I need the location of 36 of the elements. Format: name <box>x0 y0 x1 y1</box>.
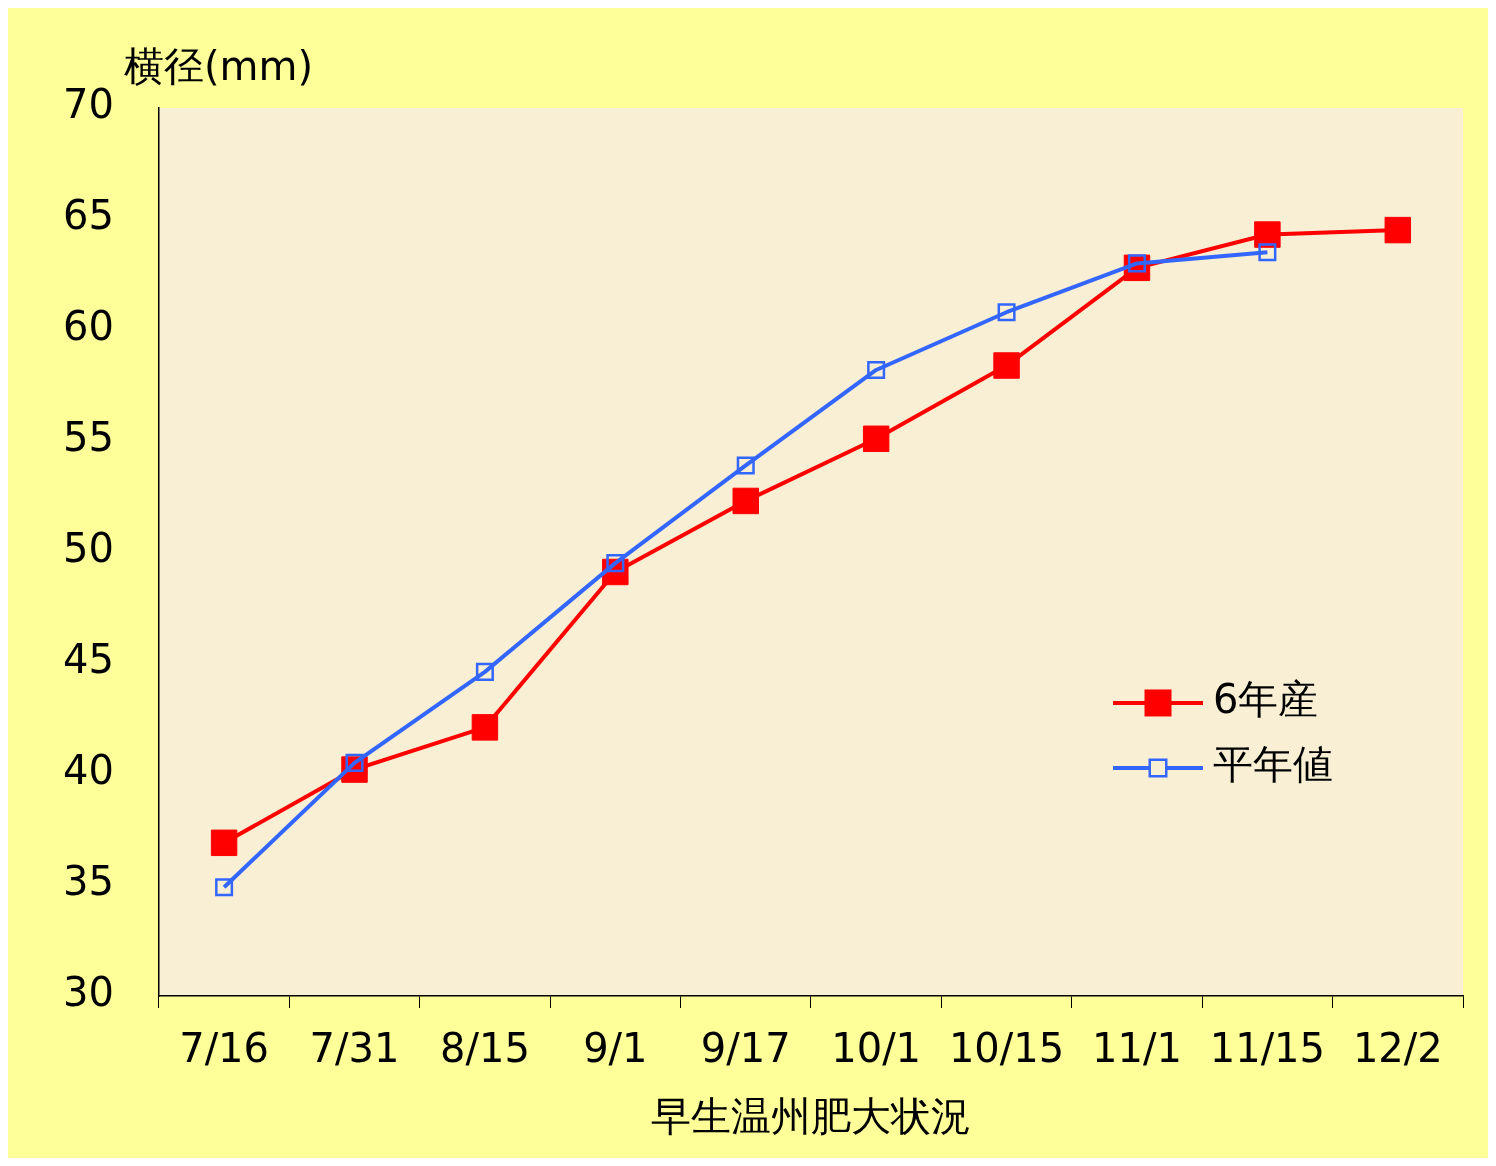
point <box>867 360 886 379</box>
y-tick-label: 70 <box>62 81 114 128</box>
x-tick-label: 10/15 <box>948 1025 1065 1072</box>
point <box>210 829 238 857</box>
x-tick-label: 10/1 <box>831 1025 922 1072</box>
point <box>471 714 499 741</box>
x-tick-label: 12/2 <box>1352 1025 1443 1072</box>
point <box>997 303 1016 322</box>
point <box>1258 243 1277 262</box>
y-tick-label: 45 <box>62 636 114 683</box>
x-tick-label: 9/1 <box>583 1025 648 1072</box>
x-tick-label: 9/17 <box>700 1025 791 1072</box>
y-tick-label: 50 <box>62 525 114 572</box>
x-tick-label: 7/31 <box>309 1025 400 1072</box>
point <box>1384 216 1412 244</box>
x-axis-title: 早生温州肥大状況 <box>650 1093 971 1140</box>
y-tick-label: 40 <box>62 747 114 794</box>
point <box>736 456 755 475</box>
y-tick-label: 55 <box>62 414 114 461</box>
y-tick-label: 30 <box>62 969 114 1016</box>
legend-label: 6年産 <box>1213 676 1319 723</box>
y-tick-label: 60 <box>62 303 114 350</box>
x-tick-label: 11/1 <box>1092 1025 1182 1072</box>
point <box>993 352 1020 379</box>
point <box>475 662 494 681</box>
x-tick-label: 8/15 <box>440 1025 530 1072</box>
x-tick-label: 7/16 <box>179 1025 270 1072</box>
point <box>215 878 234 897</box>
point <box>732 487 759 515</box>
x-tick-label: 11/15 <box>1209 1025 1326 1072</box>
y-tick-label: 65 <box>62 192 114 239</box>
y-tick-label: 35 <box>62 858 114 905</box>
point <box>1254 221 1281 248</box>
y-axis-title: 横径(mm) <box>123 43 314 90</box>
legend-label: 平年値 <box>1213 741 1333 788</box>
point <box>862 425 890 453</box>
